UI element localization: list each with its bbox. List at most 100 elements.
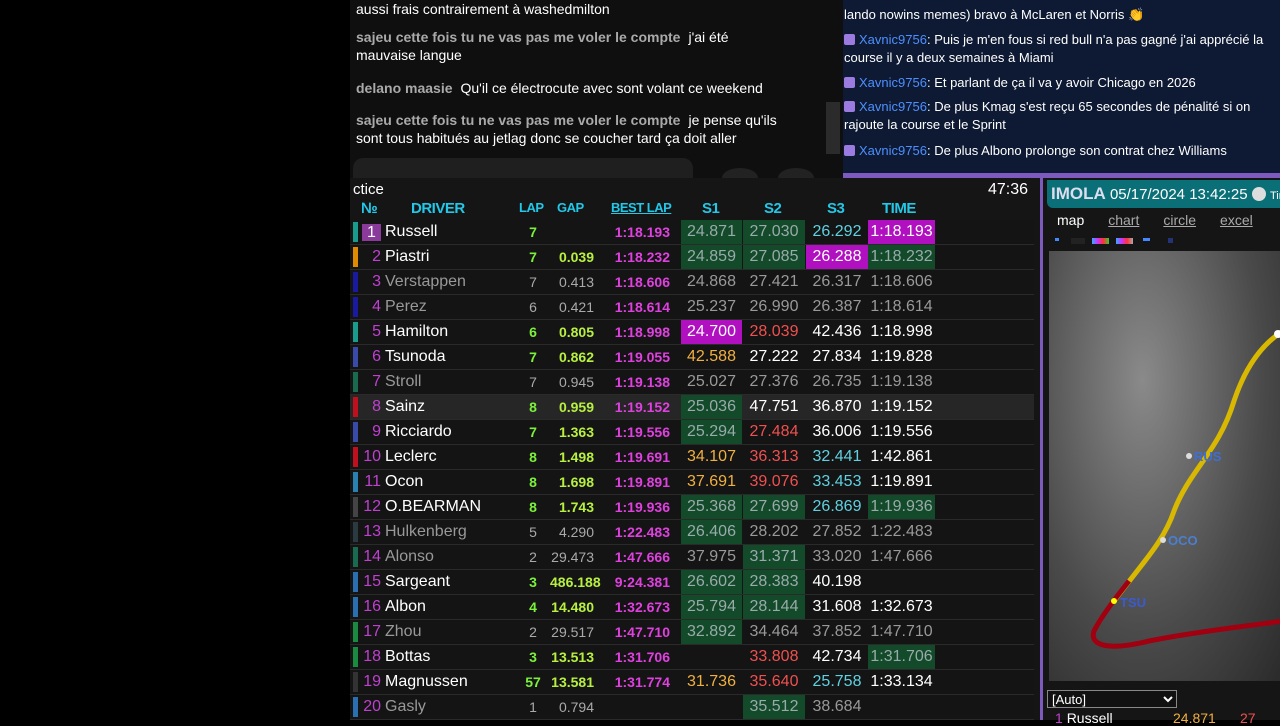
tab-circle[interactable]: circle [1163, 212, 1197, 228]
sector-time: 1:19.936 [868, 495, 935, 519]
table-row[interactable]: 8 Sainz 8 0.959 1:19.152 25.036 47.751 36.870 1:… [350, 395, 1034, 420]
header-best-lap[interactable]: BEST LAP [611, 200, 672, 215]
table-row[interactable]: 4 Perez 6 0.421 1:18.614 25.237 26.990 26.387 1:… [350, 295, 1034, 320]
table-row[interactable]: 20 Gasly 1 0.794 35.512 38.684 [350, 695, 1034, 720]
chat-author[interactable]: sajeu cette fois tu ne vas pas me voler … [356, 29, 681, 45]
team-color-bar [353, 547, 358, 567]
car-marker-oco[interactable] [1160, 537, 1166, 543]
track-map[interactable]: RUS OCO TSU [1049, 251, 1280, 681]
table-row[interactable]: 19 Magnussen 57 13.581 1:31.774 31.736 35.640 2… [350, 670, 1034, 695]
team-color-bar [353, 347, 358, 367]
youtube-chat: aussi frais contrairement à washedmilton… [350, 0, 843, 188]
chat-author[interactable]: sajeu cette fois tu ne vas pas me voler … [356, 112, 681, 128]
table-row[interactable]: 2 Piastri 7 0.039 1:18.232 24.859 27.085 26.288… [350, 245, 1034, 270]
table-row[interactable]: 16 Albon 4 14.480 1:32.673 25.794 28.144 31.608… [350, 595, 1034, 620]
team-color-bar [353, 222, 358, 242]
table-row[interactable]: 12 O.BEARMAN 8 1.743 1:19.936 25.368 27.699 26.… [350, 495, 1034, 520]
header-time[interactable]: TIME [882, 200, 916, 217]
team-color-bar [353, 422, 358, 442]
timing-table: ctice 47:36 № DRIVER LAP GAP BEST LAP S1… [350, 178, 1040, 720]
sector-s3: 26.288 [806, 245, 868, 269]
swap-icon[interactable] [1143, 238, 1150, 241]
sector-s3: 36.870 [812, 398, 862, 415]
pause-icon[interactable] [1251, 187, 1266, 201]
chat-username[interactable]: Xavnic9756 [859, 32, 927, 47]
car-marker[interactable] [1274, 330, 1280, 338]
sector-s1: 32.892 [681, 620, 742, 644]
table-row[interactable]: 13 Hulkenberg 5 4.290 1:22.483 26.406 28.202 27… [350, 520, 1034, 545]
table-row[interactable]: 7 Stroll 7 0.945 1:19.138 25.027 27.376 26.735 1… [350, 370, 1034, 395]
lap-count: 7 [529, 224, 537, 240]
layer-icon[interactable] [1071, 238, 1085, 244]
lap-count: 8 [529, 499, 537, 515]
chat-username[interactable]: Xavnic9756 [859, 143, 927, 158]
table-row[interactable]: 15 Sargeant 3 486.188 9:24.381 26.602 28.383 40… [350, 570, 1034, 595]
chat-message: aussi frais contrairement à washedmilton [356, 1, 610, 17]
header-s2[interactable]: S2 [764, 200, 782, 217]
chat-input[interactable] [353, 158, 693, 178]
sector-s1 [681, 695, 742, 719]
expand-icon[interactable] [1168, 238, 1173, 243]
gap: 0.862 [558, 349, 594, 365]
lap-count: 57 [525, 674, 541, 690]
zoom-icon[interactable] [1055, 238, 1059, 241]
gap: 13.581 [551, 674, 594, 690]
table-row[interactable]: 6 Tsunoda 7 0.862 1:19.055 42.588 27.222 27.834… [350, 345, 1034, 370]
header-s1[interactable]: S1 [702, 200, 720, 217]
sector-s3: 32.441 [812, 448, 862, 465]
team-color-bar [353, 572, 358, 592]
position-number: 17 [363, 623, 381, 640]
team-color-bar [353, 272, 358, 292]
driver-name: Hamilton [385, 323, 449, 340]
header-s3[interactable]: S3 [827, 200, 845, 217]
sector-s2: 28.039 [749, 323, 799, 340]
header-gap[interactable]: GAP [557, 200, 584, 215]
team-color-bar [353, 697, 358, 717]
table-row[interactable]: 11 Ocon 8 1.698 1:19.891 37.691 39.076 33.453 1:… [350, 470, 1034, 495]
color-mode-alt-icon[interactable] [1116, 238, 1133, 244]
gap: 486.188 [550, 574, 601, 590]
header-lap[interactable]: LAP [519, 200, 544, 215]
color-mode-icon[interactable] [1092, 238, 1109, 244]
header-driver[interactable]: DRIVER [411, 200, 465, 217]
car-label-rus: RUS [1194, 449, 1222, 464]
table-row[interactable]: 3 Verstappen 7 0.413 1:18.606 24.868 27.421 26.… [350, 270, 1034, 295]
best-lap: 9:24.381 [614, 574, 670, 590]
chat-username[interactable]: Xavnic9756 [859, 75, 927, 90]
position-number: 14 [363, 548, 381, 565]
sector-s2: 47.751 [749, 398, 799, 415]
tab-excel[interactable]: excel [1220, 212, 1253, 228]
table-row[interactable]: 5 Hamilton 6 0.805 1:18.998 24.700 28.039 42.43… [350, 320, 1034, 345]
sector-s2: 27.376 [749, 373, 799, 390]
team-color-bar [353, 297, 358, 317]
gap [550, 220, 594, 244]
car-marker-rus[interactable] [1186, 453, 1192, 459]
chat-message: Xavnic9756: De plus Albono prolonge son … [844, 142, 1274, 160]
table-row[interactable]: 18 Bottas 3 13.513 1:31.706 33.808 42.734 1:31.… [350, 645, 1034, 670]
car-marker-tsu[interactable] [1111, 598, 1117, 604]
chat-message: Xavnic9756: Puis je m'en fous si red bul… [844, 32, 1264, 65]
team-color-bar [353, 372, 358, 392]
chat-username[interactable]: Xavnic9756 [859, 99, 927, 114]
table-row[interactable]: 1 Russell 7 1:18.193 24.871 27.030 26.292 1:18.… [350, 220, 1034, 245]
chat-scrollbar[interactable] [826, 102, 840, 154]
timer-label: Tim [1269, 190, 1280, 202]
table-row[interactable]: 14 Alonso 2 29.473 1:47.666 37.975 31.371 33.02… [350, 545, 1034, 570]
car-label-oco: OCO [1168, 533, 1198, 548]
table-row[interactable]: 17 Zhou 2 29.517 1:47.710 32.892 34.464 37.852 1… [350, 620, 1034, 645]
table-row[interactable]: 10 Leclerc 8 1.498 1:19.691 34.107 36.313 32.44… [350, 445, 1034, 470]
tab-chart[interactable]: chart [1108, 212, 1140, 228]
best-lap: 1:22.483 [614, 524, 670, 540]
team-color-bar [353, 472, 358, 492]
gap: 1.498 [558, 449, 594, 465]
sector-time: 1:47.710 [870, 623, 933, 640]
table-row[interactable]: 9 Ricciardo 7 1.363 1:19.556 25.294 27.484 36.0… [350, 420, 1034, 445]
sector-time: 1:31.706 [868, 645, 935, 669]
chat-author[interactable]: delano maasie [356, 80, 453, 96]
driver-select[interactable]: [Auto] [1047, 690, 1177, 708]
tab-map[interactable]: map [1057, 212, 1085, 228]
sector-s3: 26.387 [812, 298, 862, 315]
gap: 1.743 [558, 499, 594, 515]
best-lap: 1:18.232 [614, 249, 670, 265]
gap: 1.363 [558, 424, 594, 440]
